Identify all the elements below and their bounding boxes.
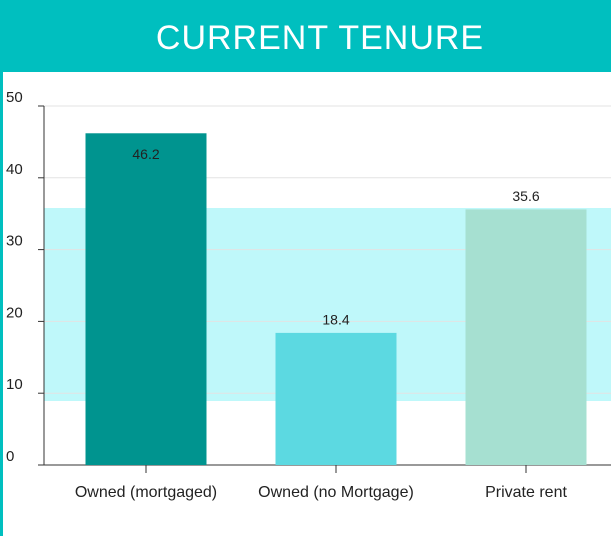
value-label: 18.4	[322, 312, 349, 328]
left-border	[0, 72, 3, 536]
y-tick-label: 20	[6, 304, 23, 321]
value-label: 46.2	[132, 146, 159, 162]
bar	[465, 209, 587, 465]
y-tick-label: 30	[6, 233, 23, 250]
chart-title: CURRENT TENURE	[156, 19, 484, 57]
y-tick-label: 40	[6, 161, 23, 178]
bar	[275, 332, 397, 465]
x-tick-label: Private rent	[485, 484, 567, 501]
y-tick-label: 50	[6, 89, 23, 106]
bar	[85, 133, 207, 465]
header-band	[0, 0, 611, 72]
x-tick-label: Owned (no Mortgage)	[258, 484, 414, 501]
y-tick-label: 10	[6, 376, 23, 393]
x-tick-label: Owned (mortgaged)	[75, 484, 217, 501]
y-tick-label: 0	[6, 448, 14, 465]
value-label: 35.6	[512, 188, 539, 204]
